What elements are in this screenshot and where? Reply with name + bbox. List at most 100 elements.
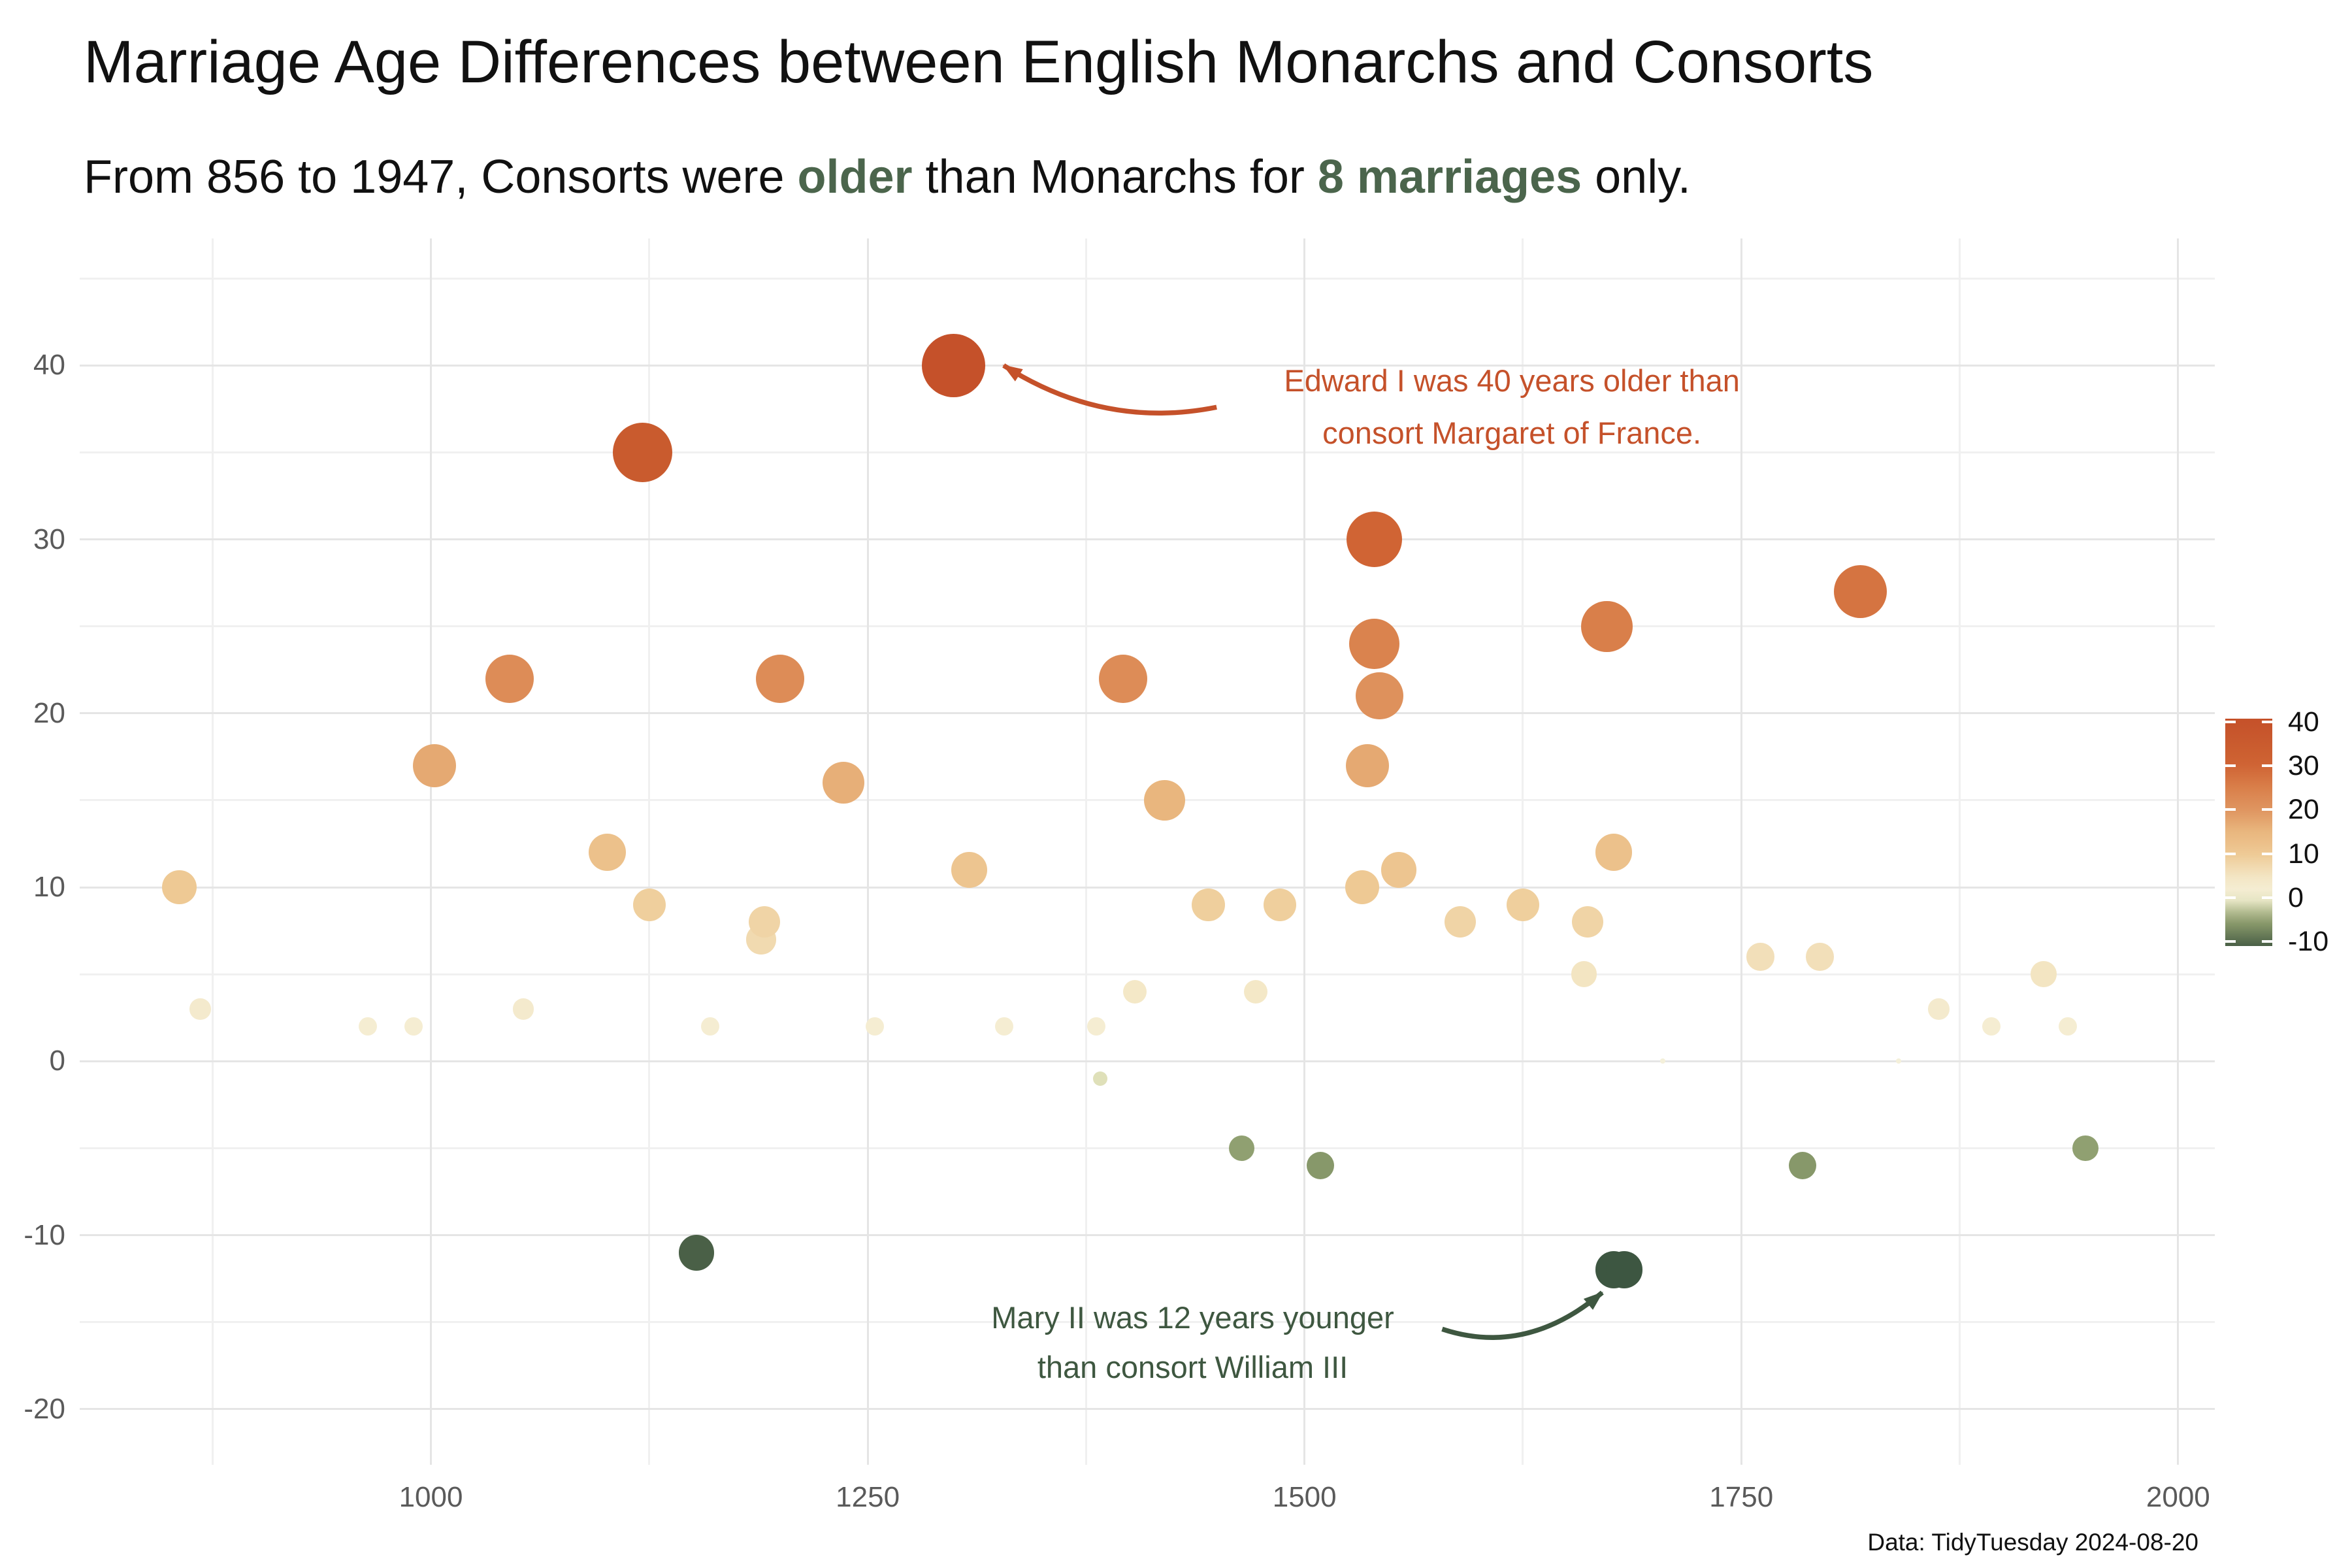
data-point [189, 998, 211, 1020]
x-tick-label: 2000 [2146, 1481, 2210, 1513]
data-point [359, 1017, 378, 1036]
data-point [951, 852, 987, 888]
data-point [1306, 1151, 1334, 1180]
data-point [1380, 852, 1417, 888]
gridline-vertical [430, 238, 433, 1465]
plot-panel [80, 238, 2215, 1465]
gridline-horizontal [80, 1408, 2215, 1411]
data-point [612, 422, 672, 483]
data-point [1659, 1058, 1665, 1064]
data-point [701, 1017, 720, 1036]
y-tick-label: 10 [33, 871, 65, 904]
data-point [1356, 672, 1403, 720]
gridline-horizontal [80, 712, 2215, 715]
data-point [1581, 600, 1633, 652]
x-tick-label: 1500 [1272, 1481, 1337, 1513]
legend-tick-mark [2262, 896, 2272, 899]
legend-tick-mark [2262, 808, 2272, 811]
gridline-vertical [866, 238, 869, 1465]
legend-tick-mark [2225, 764, 2236, 768]
data-point [1345, 870, 1380, 905]
chart-caption: Data: TidyTuesday 2024-08-20 [1867, 1529, 2198, 1556]
subtitle-accent-count: 8 marriages [1317, 151, 1582, 203]
legend-tick-mark [2225, 852, 2236, 855]
gridline-vertical [648, 238, 651, 1465]
y-tick-label: 0 [49, 1045, 65, 1077]
gridline-horizontal [80, 1060, 2215, 1062]
y-tick-label: 30 [33, 523, 65, 555]
legend-tick-mark [2225, 896, 2236, 899]
legend-label: -10 [2288, 926, 2329, 958]
data-point [513, 998, 534, 1020]
data-point [1098, 654, 1147, 703]
data-point [1571, 961, 1597, 987]
legend-label: 10 [2288, 838, 2319, 870]
gridline-horizontal [80, 451, 2215, 453]
data-point [1833, 564, 1887, 619]
subtitle-text: only. [1582, 151, 1691, 203]
data-point [632, 888, 666, 921]
y-tick-label: -20 [24, 1392, 65, 1425]
gridline-vertical [1303, 238, 1306, 1465]
data-point [1982, 1017, 2001, 1036]
annotation-edward-line1: Edward I was 40 years older than [1284, 363, 1740, 399]
data-point [404, 1017, 423, 1036]
data-point [2031, 961, 2057, 987]
data-point [1746, 943, 1774, 971]
legend-label: 40 [2288, 706, 2319, 738]
x-tick-label: 1250 [836, 1481, 900, 1513]
data-point [1806, 943, 1834, 971]
data-point [1144, 779, 1185, 821]
data-point [1347, 512, 1403, 568]
y-tick-label: 40 [33, 349, 65, 382]
gridline-horizontal [80, 277, 2215, 280]
x-tick-label: 1750 [1709, 1481, 1774, 1513]
data-point [1264, 888, 1297, 921]
data-point [865, 1017, 884, 1036]
x-tick-label: 1000 [399, 1481, 463, 1513]
data-point [1444, 906, 1476, 938]
chart-subtitle: From 856 to 1947, Consorts were older th… [84, 149, 1691, 205]
subtitle-text: From 856 to 1947, Consorts were [84, 151, 798, 203]
data-point [756, 654, 805, 703]
gridline-horizontal [80, 1147, 2215, 1149]
gridline-vertical [211, 238, 214, 1465]
legend-tick-mark [2225, 720, 2236, 723]
data-point [1345, 743, 1389, 787]
data-point [678, 1234, 715, 1271]
data-point [1928, 998, 1950, 1020]
y-tick-label: -10 [24, 1218, 65, 1251]
gridline-vertical [1740, 238, 1742, 1465]
data-point [822, 762, 864, 804]
legend-tick-mark [2262, 940, 2272, 943]
data-point [1349, 618, 1400, 669]
data-point [1506, 888, 1540, 921]
gridline-horizontal [80, 1234, 2215, 1237]
data-point [1123, 979, 1147, 1004]
data-point [162, 870, 197, 905]
chart-title: Marriage Age Differences between English… [84, 29, 1874, 95]
data-point [921, 333, 985, 397]
data-point [485, 654, 534, 703]
gridline-horizontal [80, 1321, 2215, 1324]
legend-colorbar [2225, 719, 2272, 946]
annotation-edward-line2: consort Margaret of France. [1322, 416, 1702, 451]
legend-label: 0 [2288, 881, 2304, 913]
gridline-vertical [1085, 238, 1087, 1465]
data-point [1788, 1151, 1817, 1180]
legend-label: 30 [2288, 750, 2319, 782]
data-point [1087, 1017, 1106, 1036]
legend-tick-mark [2262, 720, 2272, 723]
gridline-horizontal [80, 973, 2215, 975]
gridline-vertical [1959, 238, 1961, 1465]
data-point [749, 906, 781, 938]
subtitle-accent-older: older [797, 151, 913, 203]
annotation-mary-line2: than consort William III [1037, 1349, 1348, 1384]
y-tick-label: 20 [33, 696, 65, 729]
data-point [412, 743, 456, 787]
gridline-horizontal [80, 886, 2215, 889]
gridline-horizontal [80, 625, 2215, 628]
gridline-vertical [2177, 238, 2180, 1465]
data-point [1595, 834, 1633, 872]
